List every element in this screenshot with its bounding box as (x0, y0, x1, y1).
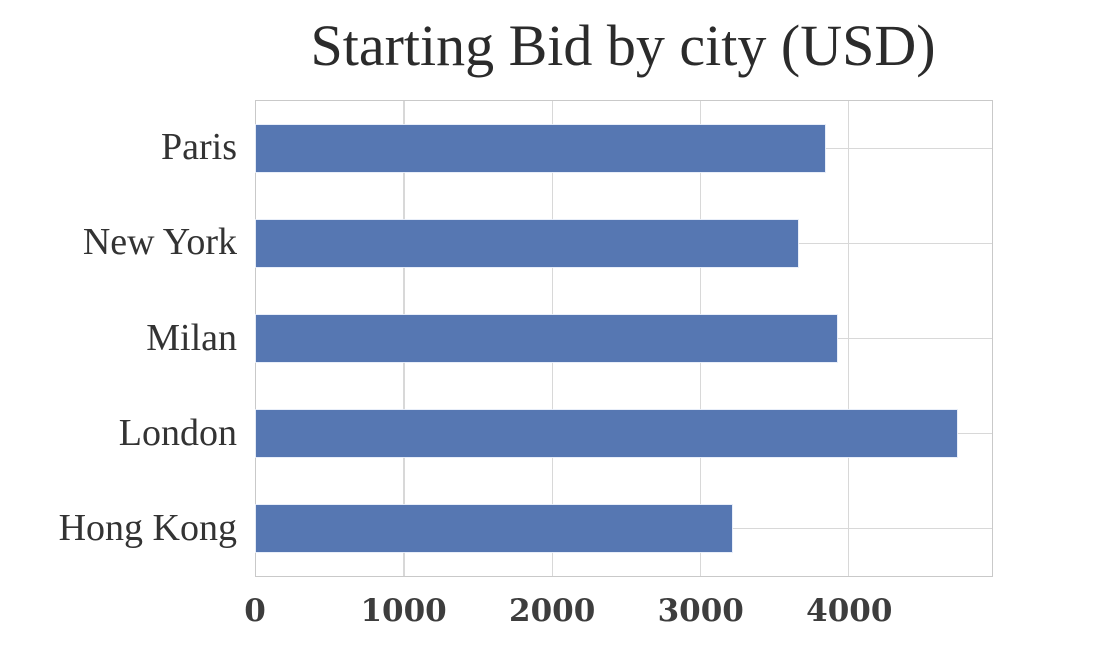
bar-london (256, 410, 957, 457)
category-label-milan: Milan (146, 316, 237, 359)
x-tick-label-4000: 4000 (806, 593, 893, 629)
bar-milan (256, 315, 837, 362)
plot-area (255, 100, 993, 577)
category-label-london: London (118, 412, 237, 455)
bar-hong-kong (256, 505, 732, 552)
category-label-new-york: New York (82, 221, 237, 264)
chart-title: Starting Bid by city (USD) (310, 13, 936, 78)
category-label-paris: Paris (161, 125, 237, 168)
x-axis-labels: 0 1000 2000 3000 4000 (244, 593, 993, 638)
x-tick-label-3000: 3000 (657, 593, 744, 629)
x-tick-label-1000: 1000 (360, 593, 447, 629)
bar-paris (256, 125, 825, 172)
x-tick-label-0: 0 (244, 593, 266, 629)
bar-new-york (256, 220, 799, 267)
x-tick-label-2000: 2000 (509, 593, 596, 629)
y-axis-labels: Paris New York Milan London Hong Kong (0, 100, 237, 577)
category-label-hong-kong: Hong Kong (58, 507, 237, 550)
